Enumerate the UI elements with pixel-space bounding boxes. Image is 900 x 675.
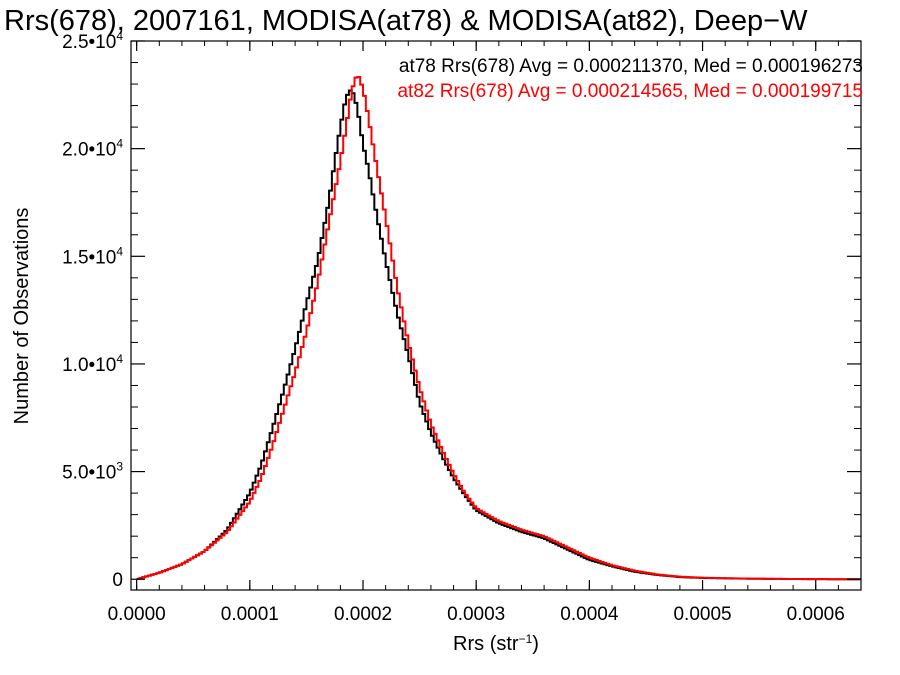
chart-title: Rrs(678), 2007161, MODISA(at78) & MODISA… (4, 5, 808, 37)
x-axis: 0.0000 0.0001 0.0002 0.0003 0.0004 0.0005 0.00… (108, 41, 845, 625)
x-axis-label: Rrs (str−1) (453, 632, 539, 655)
annotation-at78: at78 Rrs(678) Avg = 0.000211370, Med = 0… (399, 56, 863, 77)
y-tick-label: 5.0•103 (62, 460, 123, 484)
annotation-at82: at82 Rrs(678) Avg = 0.000214565, Med = 0… (397, 81, 863, 102)
y-axis-label: Number of Observations (11, 208, 33, 425)
x-tick-label: 0.0002 (334, 604, 392, 625)
x-tick-label: 0.0003 (447, 604, 505, 625)
series-at78-line (136, 89, 861, 581)
y-tick-label: 2.0•104 (62, 137, 123, 161)
y-tick-label: 1.5•104 (62, 244, 123, 268)
y-tick-label: 0 (112, 570, 123, 591)
x-axis-label-exponent: −1 (519, 632, 533, 646)
y-tick-label: 1.0•104 (62, 352, 123, 376)
x-axis-label-suffix: ) (532, 633, 539, 655)
x-tick-label: 0.0004 (560, 604, 619, 625)
y-axis: 0 5.0•103 1.0•104 1.5•104 2.0•104 2.5•104 (62, 29, 861, 591)
y-tick-label: 2.5•104 (62, 29, 123, 53)
x-tick-label: 0.0000 (108, 604, 166, 625)
x-tick-label: 0.0001 (221, 604, 279, 625)
x-tick-label: 0.0006 (787, 604, 845, 625)
x-tick-label: 0.0005 (673, 604, 731, 625)
plot-frame (130, 40, 862, 591)
x-axis-label-text: Rrs (str (453, 633, 519, 655)
series-layer (136, 76, 861, 581)
series-at82-line (136, 76, 861, 581)
